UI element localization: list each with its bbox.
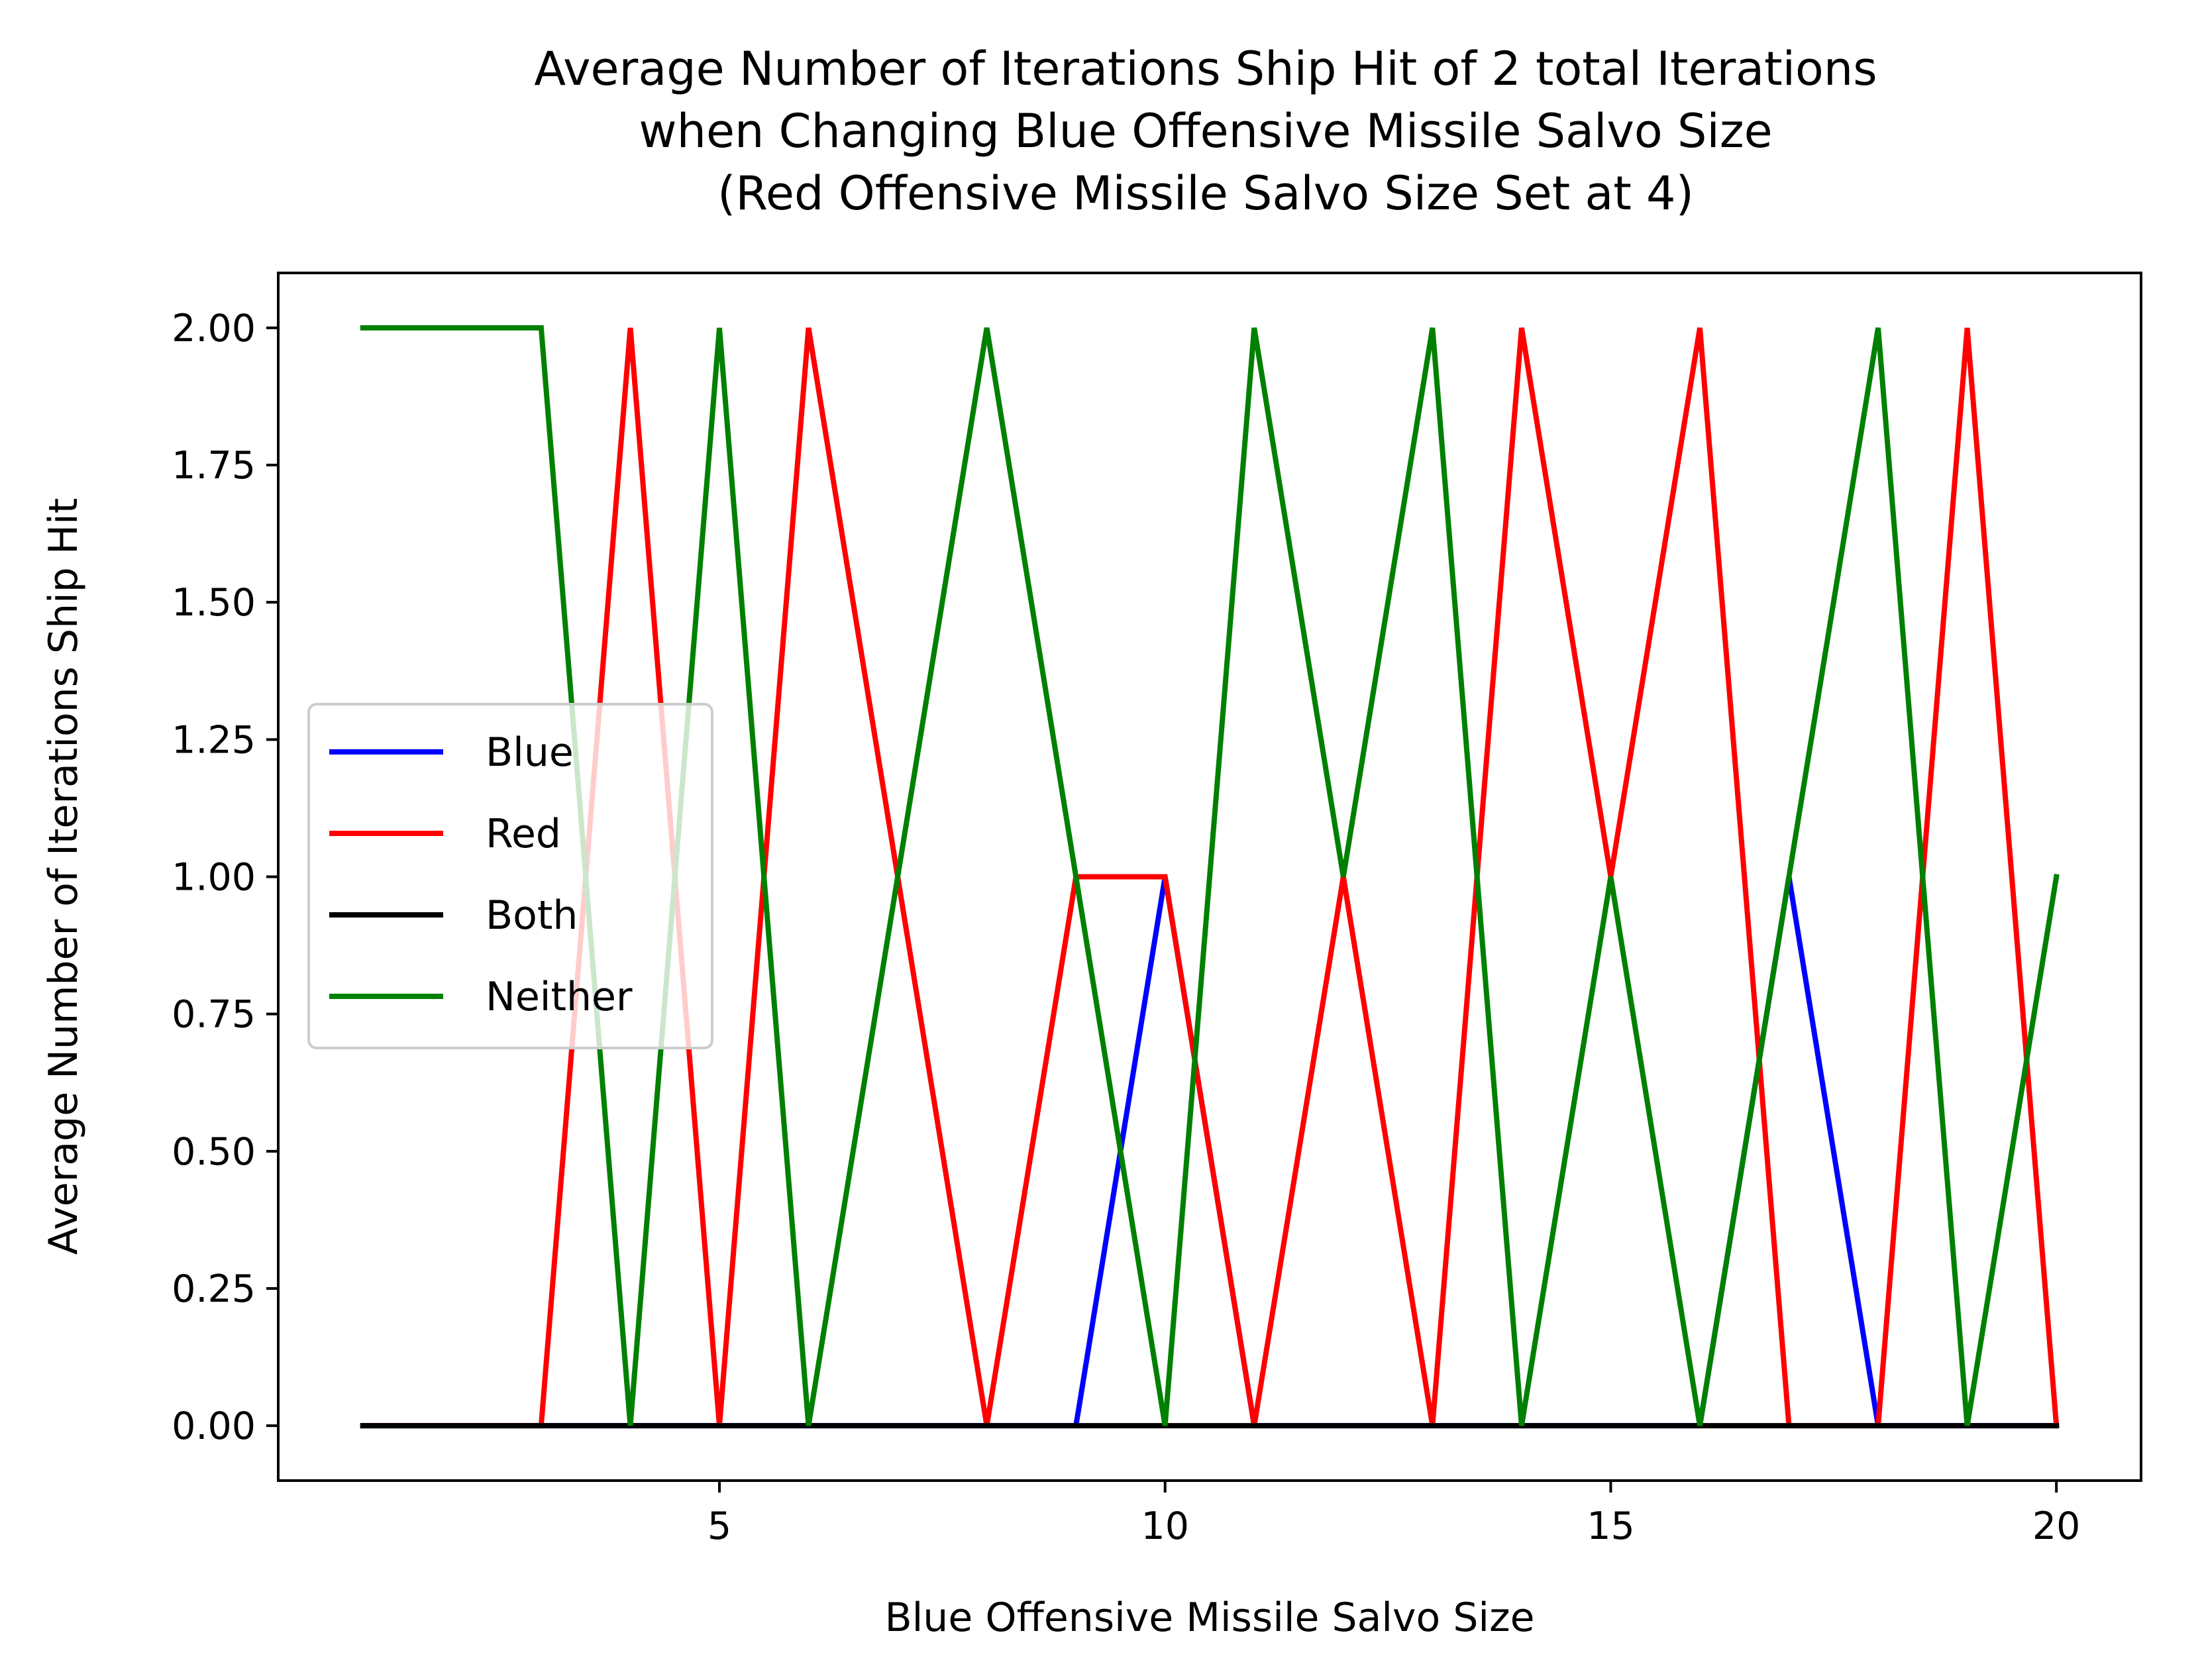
y-tick-label: 1.75 (172, 444, 256, 488)
y-tick-label: 0.50 (172, 1130, 256, 1174)
y-tick-label: 0.25 (172, 1267, 256, 1311)
series-line-red (360, 327, 2060, 1429)
legend-label-both: Both (486, 892, 578, 939)
series-layer (360, 325, 2060, 1429)
x-tick-label: 20 (2032, 1504, 2081, 1548)
x-tick-label: 5 (708, 1504, 731, 1548)
x-axis-label: Blue Offensive Missile Salvo Size (884, 1595, 1534, 1641)
y-tick-label: 1.25 (172, 718, 256, 762)
chart-title: Average Number of Iterations Ship Hit of… (534, 42, 1877, 221)
series-line-neither (360, 325, 2060, 1426)
y-axis-label: Average Number of Iterations Ship Hit (40, 498, 87, 1255)
legend: Blue Red Both Neither (307, 703, 713, 1049)
y-axis: 0.00 0.25 0.50 0.75 1.00 1.25 1.50 1.75 2.00 (172, 307, 278, 1448)
legend-label-neither: Neither (486, 974, 633, 1020)
y-tick-label: 2.00 (172, 307, 256, 350)
legend-label-blue: Blue (486, 729, 574, 776)
legend-box (307, 703, 713, 1049)
y-tick-label: 0.00 (172, 1404, 256, 1448)
chart-title-line-2: when Changing Blue Offensive Missile Sal… (639, 104, 1772, 158)
y-tick-label: 1.50 (172, 581, 256, 625)
y-tick-label: 1.00 (172, 856, 256, 900)
x-tick-label: 15 (1587, 1504, 1635, 1548)
legend-label-red: Red (486, 811, 561, 857)
x-tick-label: 10 (1141, 1504, 1189, 1548)
chart-title-line-1: Average Number of Iterations Ship Hit of… (534, 42, 1877, 96)
chart-title-line-3: (Red Offensive Missile Salvo Size Set at… (717, 166, 1694, 221)
x-axis: 5 10 15 20 (708, 1481, 2081, 1548)
y-tick-label: 0.75 (172, 993, 256, 1037)
